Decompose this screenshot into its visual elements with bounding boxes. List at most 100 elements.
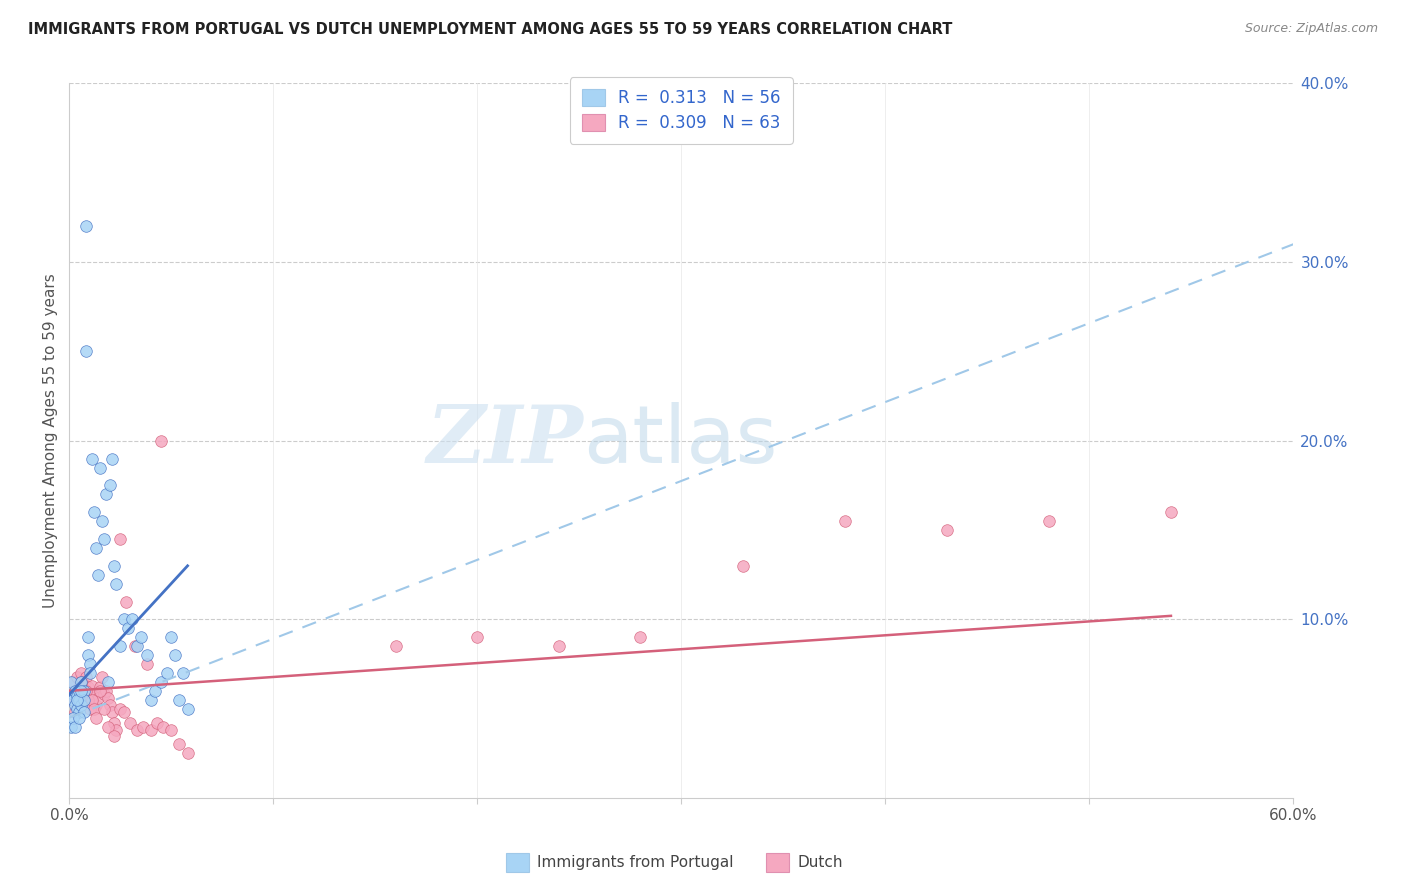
Point bbox=[67, 693, 90, 707]
Point bbox=[169, 738, 191, 752]
Point bbox=[66, 702, 89, 716]
Point bbox=[70, 675, 93, 690]
Point bbox=[97, 675, 120, 690]
Text: ZIP: ZIP bbox=[426, 402, 583, 480]
Point bbox=[548, 639, 571, 653]
Point bbox=[160, 723, 183, 738]
Point bbox=[125, 723, 148, 738]
Point bbox=[84, 711, 107, 725]
Point bbox=[67, 706, 90, 720]
Point bbox=[84, 698, 107, 713]
Point bbox=[75, 669, 97, 683]
Point bbox=[169, 693, 191, 707]
Point bbox=[80, 679, 103, 693]
Point bbox=[150, 675, 173, 690]
Point bbox=[1038, 514, 1060, 528]
Point bbox=[72, 693, 94, 707]
Text: Source: ZipAtlas.com: Source: ZipAtlas.com bbox=[1244, 22, 1378, 36]
Point bbox=[66, 698, 89, 713]
Bar bbox=[766, 853, 789, 872]
Point bbox=[1160, 505, 1182, 519]
Text: IMMIGRANTS FROM PORTUGAL VS DUTCH UNEMPLOYMENT AMONG AGES 55 TO 59 YEARS CORRELA: IMMIGRANTS FROM PORTUGAL VS DUTCH UNEMPL… bbox=[28, 22, 952, 37]
Point bbox=[76, 648, 98, 662]
Point bbox=[935, 523, 957, 537]
Point bbox=[80, 693, 103, 707]
Point bbox=[89, 681, 111, 695]
Point bbox=[84, 541, 107, 555]
Point bbox=[66, 693, 89, 707]
Point bbox=[103, 716, 125, 731]
Point bbox=[80, 451, 103, 466]
Point bbox=[65, 684, 87, 698]
Point bbox=[60, 675, 83, 690]
Point bbox=[101, 451, 124, 466]
Point bbox=[139, 693, 162, 707]
Point bbox=[70, 684, 93, 698]
Point bbox=[160, 630, 183, 644]
Point bbox=[97, 720, 120, 734]
Point bbox=[79, 657, 101, 671]
Point bbox=[75, 344, 97, 359]
Point bbox=[93, 702, 115, 716]
Point bbox=[131, 720, 153, 734]
Point bbox=[176, 747, 198, 761]
Point bbox=[103, 558, 125, 573]
Point bbox=[129, 630, 152, 644]
Point bbox=[150, 434, 173, 448]
Bar bbox=[506, 853, 529, 872]
Point bbox=[110, 639, 132, 653]
Point bbox=[66, 690, 89, 704]
Point bbox=[93, 688, 115, 702]
Point bbox=[72, 693, 94, 707]
Point bbox=[83, 702, 105, 716]
Point bbox=[731, 558, 754, 573]
Point bbox=[139, 723, 162, 738]
Point bbox=[89, 460, 111, 475]
Text: Immigrants from Portugal: Immigrants from Portugal bbox=[537, 855, 734, 870]
Point bbox=[146, 716, 169, 731]
Point bbox=[79, 702, 101, 716]
Point bbox=[384, 639, 406, 653]
Point bbox=[62, 675, 84, 690]
Point bbox=[65, 720, 87, 734]
Point bbox=[62, 693, 84, 707]
Point bbox=[66, 669, 89, 683]
Point bbox=[87, 691, 110, 706]
Point bbox=[94, 684, 117, 698]
Point bbox=[103, 729, 125, 743]
Point bbox=[176, 702, 198, 716]
Point bbox=[173, 665, 195, 680]
Point bbox=[67, 681, 90, 695]
Point bbox=[165, 648, 187, 662]
Point bbox=[62, 693, 84, 707]
Point bbox=[125, 639, 148, 653]
Point bbox=[72, 677, 94, 691]
Point bbox=[135, 648, 157, 662]
Point bbox=[105, 723, 128, 738]
Point bbox=[62, 688, 84, 702]
Point bbox=[121, 612, 143, 626]
Point bbox=[83, 505, 105, 519]
Point bbox=[67, 684, 90, 698]
Point bbox=[135, 657, 157, 671]
Point bbox=[65, 684, 87, 698]
Point bbox=[630, 630, 652, 644]
Point bbox=[76, 681, 98, 695]
Point bbox=[90, 669, 112, 683]
Point bbox=[62, 711, 84, 725]
Point bbox=[105, 576, 128, 591]
Point bbox=[75, 684, 97, 698]
Point bbox=[70, 665, 93, 680]
Point bbox=[117, 621, 139, 635]
Point bbox=[94, 487, 117, 501]
Point bbox=[79, 688, 101, 702]
Point bbox=[60, 720, 83, 734]
Point bbox=[112, 706, 135, 720]
Point bbox=[70, 675, 93, 690]
Point bbox=[101, 706, 124, 720]
Point bbox=[79, 665, 101, 680]
Point bbox=[65, 698, 87, 713]
Point bbox=[156, 665, 179, 680]
Point bbox=[143, 684, 166, 698]
Point bbox=[75, 219, 97, 234]
